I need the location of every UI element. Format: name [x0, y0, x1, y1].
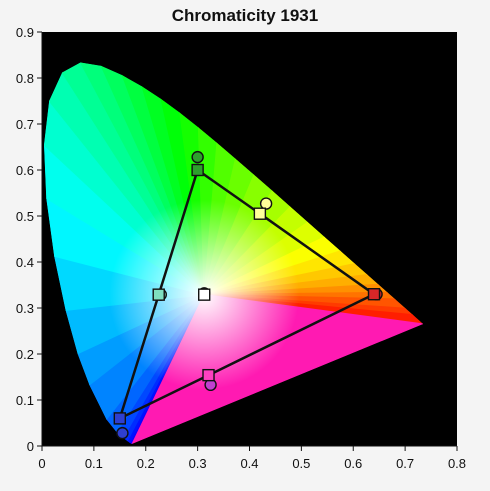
- x-tick-label: 0.3: [189, 456, 207, 471]
- square-marker: [113, 412, 127, 425]
- gamut-series: [113, 150, 383, 440]
- y-tick-label: 0.5: [16, 209, 34, 224]
- x-tick-label: 0.6: [344, 456, 362, 471]
- square-marker: [152, 288, 165, 301]
- y-tick-label: 0.4: [16, 255, 34, 270]
- x-tick-label: 0.8: [448, 456, 466, 471]
- circle-marker: [191, 150, 204, 164]
- square-marker: [191, 163, 204, 177]
- circle-marker: [116, 426, 129, 440]
- circle-marker: [259, 197, 273, 210]
- y-tick-label: 0: [27, 439, 34, 454]
- y-tick-label: 0.8: [16, 71, 34, 86]
- y-tick-label: 0.6: [16, 163, 34, 178]
- y-tick-label: 0.2: [16, 347, 34, 362]
- square-marker: [253, 207, 267, 220]
- y-tick-label: 0.3: [16, 301, 34, 316]
- x-tick-label: 0: [38, 456, 45, 471]
- x-tick-label: 0.4: [240, 456, 258, 471]
- y-tick-label: 0.9: [16, 25, 34, 40]
- x-tick-label: 0.1: [85, 456, 103, 471]
- axes: 0 0.1 0.2 0.3 0.4 0.5 0.6 0.7 0.8 0 0.1 0.2 0.3 0.4 0.…: [16, 25, 466, 471]
- x-tick-label: 0.2: [137, 456, 155, 471]
- spectral-locus-fill: [44, 62, 424, 444]
- square-marker: [367, 288, 381, 301]
- x-tick-label: 0.7: [396, 456, 414, 471]
- square-marker: [198, 288, 211, 301]
- square-marker: [202, 368, 215, 382]
- y-tick-label: 0.1: [16, 393, 34, 408]
- chart-title: Chromaticity 1931: [171, 6, 319, 25]
- y-tick-label: 0.7: [16, 117, 34, 132]
- x-tick-label: 0.5: [292, 456, 310, 471]
